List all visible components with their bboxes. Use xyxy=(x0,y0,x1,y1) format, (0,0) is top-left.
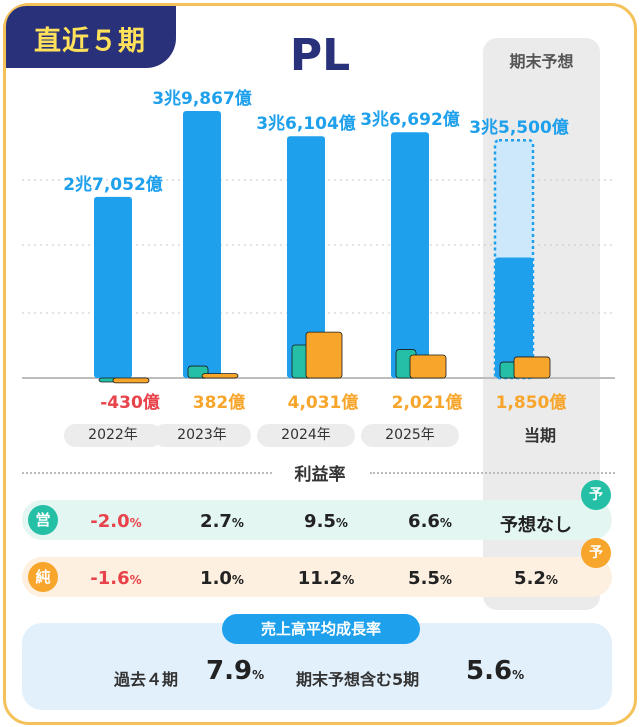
forecast-label: 期末予想 xyxy=(509,52,574,71)
revenue-label: 3兆6,104億 xyxy=(256,114,356,135)
year-label: 2025年 xyxy=(361,424,459,447)
revenue-bar xyxy=(495,257,533,378)
year-label: 2022年 xyxy=(64,424,162,447)
operating-margin-value: 2.7% xyxy=(200,511,244,532)
profit-label: -430億 xyxy=(100,393,160,413)
growth-incl-label: 期末予想含む5期 xyxy=(296,670,420,689)
net-bar xyxy=(409,354,447,379)
profit-label: 4,031億 xyxy=(287,393,359,413)
revenue-bar xyxy=(391,132,429,378)
year-label: 当期 xyxy=(523,426,556,445)
year-label: 2024年 xyxy=(257,424,355,447)
net-margin-value: 5.2% xyxy=(514,568,558,589)
operating-icon: 営 xyxy=(28,505,58,535)
net-bar xyxy=(513,356,551,379)
margin-title: 利益率 xyxy=(294,465,346,485)
net-margin-value: 1.0% xyxy=(200,568,244,589)
net-bar xyxy=(112,377,150,384)
net-bar xyxy=(201,373,239,379)
revenue-bar xyxy=(183,111,221,378)
net-margin-value: -1.6% xyxy=(90,568,142,589)
net-margin-row xyxy=(22,557,612,597)
bar-chart xyxy=(22,111,615,384)
net-margin-value: 11.2% xyxy=(297,568,355,589)
operating-margin-value: 9.5% xyxy=(304,511,348,532)
forecast-badge-operating: 予 xyxy=(581,480,611,510)
growth-incl-value: 5.6% xyxy=(466,656,525,686)
operating-margin-value: -2.0% xyxy=(90,511,142,532)
chart-title: PL xyxy=(289,30,351,81)
margin-divider-right xyxy=(370,472,615,474)
year-label: 2023年 xyxy=(153,424,251,447)
profit-label: 1,850億 xyxy=(495,393,567,413)
revenue-bar xyxy=(287,136,325,378)
revenue-label: 3兆6,692億 xyxy=(360,110,460,131)
net-margin-value: 5.5% xyxy=(408,568,452,589)
profit-label: 382億 xyxy=(192,393,246,413)
revenue-label: 3兆5,500億 xyxy=(469,118,569,139)
growth-past-value: 7.9% xyxy=(206,656,265,686)
period-tag-label: 直近５期 xyxy=(34,26,146,57)
forecast-badge-net: 予 xyxy=(581,538,611,568)
operating-margin-value: 6.6% xyxy=(408,511,452,532)
growth-past-label: 過去４期 xyxy=(114,670,179,689)
growth-title: 売上高平均成長率 xyxy=(222,614,420,644)
net-bar xyxy=(305,331,343,379)
revenue-bar xyxy=(94,196,132,378)
profit-label: 2,021億 xyxy=(391,393,463,413)
revenue-label: 3兆9,867億 xyxy=(152,89,252,109)
operating-margin-row xyxy=(22,500,612,540)
margin-divider-left xyxy=(22,472,272,474)
operating-margin-value: 予想なし xyxy=(500,515,572,536)
period-tag: 直近５期 xyxy=(6,6,176,68)
net-icon: 純 xyxy=(28,562,58,592)
revenue-label: 2兆7,052億 xyxy=(63,174,163,195)
